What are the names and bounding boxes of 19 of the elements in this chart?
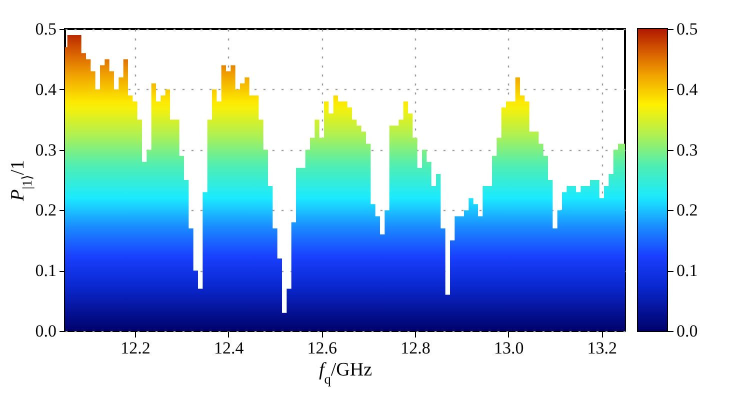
y-tick-label: 0.2 (35, 200, 56, 220)
y-tick-label: 0.5 (35, 20, 56, 38)
color-bar-label: 0.1 (676, 261, 698, 280)
color-bar-label: 0.0 (676, 322, 698, 340)
color-bar-label: 0.3 (676, 140, 698, 160)
x-tick-label: 13.2 (587, 338, 618, 358)
y-tick-label: 0.1 (35, 261, 56, 280)
color-bar-label: 0.4 (676, 80, 698, 99)
color-bar-label: 0.5 (676, 20, 698, 38)
x-tick-label: 12.6 (307, 338, 338, 358)
x-tick-label: 12.4 (214, 338, 244, 358)
x-axis-title: f$_{q}$/GHz (318, 360, 372, 386)
x-tick-label: 12.2 (120, 338, 150, 358)
y-tick-label: 0.4 (35, 80, 57, 99)
x-tick-label: 12.8 (400, 338, 430, 358)
y-tick-label: 0.0 (35, 322, 56, 340)
x-tick-label: 13.0 (494, 338, 524, 358)
color-bar-label: 0.2 (676, 200, 698, 220)
y-tick-label: 0.3 (35, 140, 56, 160)
